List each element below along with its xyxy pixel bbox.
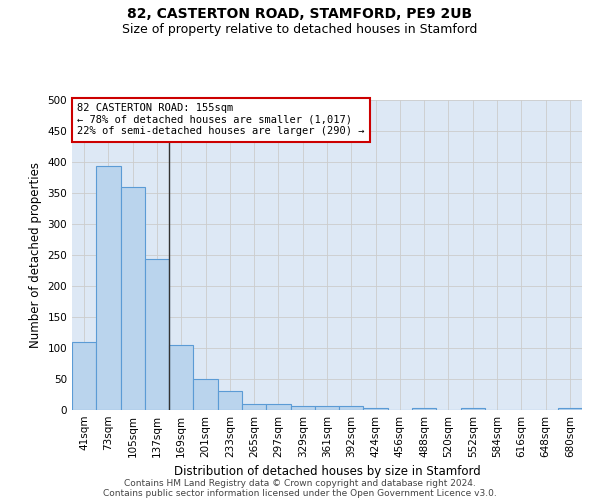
Bar <box>412 408 436 410</box>
Text: 82 CASTERTON ROAD: 155sqm
← 78% of detached houses are smaller (1,017)
22% of se: 82 CASTERTON ROAD: 155sqm ← 78% of detac… <box>77 103 365 136</box>
Text: Size of property relative to detached houses in Stamford: Size of property relative to detached ho… <box>122 22 478 36</box>
Bar <box>364 408 388 410</box>
Text: Contains HM Land Registry data © Crown copyright and database right 2024.: Contains HM Land Registry data © Crown c… <box>124 478 476 488</box>
X-axis label: Distribution of detached houses by size in Stamford: Distribution of detached houses by size … <box>173 466 481 478</box>
Bar <box>145 260 169 410</box>
Bar <box>558 408 582 410</box>
Bar <box>339 406 364 410</box>
Text: 82, CASTERTON ROAD, STAMFORD, PE9 2UB: 82, CASTERTON ROAD, STAMFORD, PE9 2UB <box>127 8 473 22</box>
Bar <box>290 406 315 410</box>
Bar <box>72 342 96 410</box>
Bar <box>218 392 242 410</box>
Bar <box>96 166 121 410</box>
Y-axis label: Number of detached properties: Number of detached properties <box>29 162 42 348</box>
Bar <box>193 379 218 410</box>
Bar <box>315 406 339 410</box>
Bar <box>266 404 290 410</box>
Bar <box>461 408 485 410</box>
Bar <box>242 404 266 410</box>
Bar <box>121 187 145 410</box>
Text: Contains public sector information licensed under the Open Government Licence v3: Contains public sector information licen… <box>103 488 497 498</box>
Bar <box>169 345 193 410</box>
